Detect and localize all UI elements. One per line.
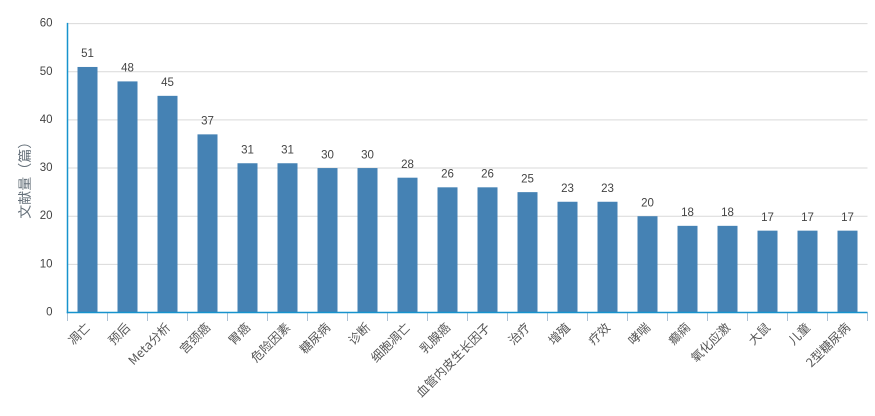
svg-text:20: 20 xyxy=(40,210,53,222)
svg-text:60: 60 xyxy=(40,18,53,30)
svg-text:30: 30 xyxy=(321,149,334,161)
svg-text:17: 17 xyxy=(801,212,814,224)
svg-text:25: 25 xyxy=(521,173,534,185)
svg-text:0: 0 xyxy=(46,307,52,319)
svg-text:18: 18 xyxy=(721,207,734,219)
svg-text:26: 26 xyxy=(481,169,494,181)
svg-text:28: 28 xyxy=(401,159,414,171)
svg-text:26: 26 xyxy=(441,169,454,181)
svg-text:17: 17 xyxy=(761,212,774,224)
svg-text:50: 50 xyxy=(40,66,53,78)
svg-text:30: 30 xyxy=(361,149,374,161)
svg-text:45: 45 xyxy=(161,77,174,89)
svg-text:40: 40 xyxy=(40,114,53,126)
svg-text:18: 18 xyxy=(681,207,694,219)
svg-text:23: 23 xyxy=(601,183,614,195)
svg-text:48: 48 xyxy=(121,63,134,75)
svg-text:37: 37 xyxy=(201,116,214,128)
svg-text:51: 51 xyxy=(81,48,94,60)
svg-text:23: 23 xyxy=(561,183,574,195)
svg-text:10: 10 xyxy=(40,258,53,270)
svg-text:31: 31 xyxy=(241,144,254,156)
svg-text:17: 17 xyxy=(841,212,854,224)
svg-text:30: 30 xyxy=(40,162,53,174)
svg-text:31: 31 xyxy=(281,144,294,156)
svg-text:20: 20 xyxy=(641,197,654,209)
